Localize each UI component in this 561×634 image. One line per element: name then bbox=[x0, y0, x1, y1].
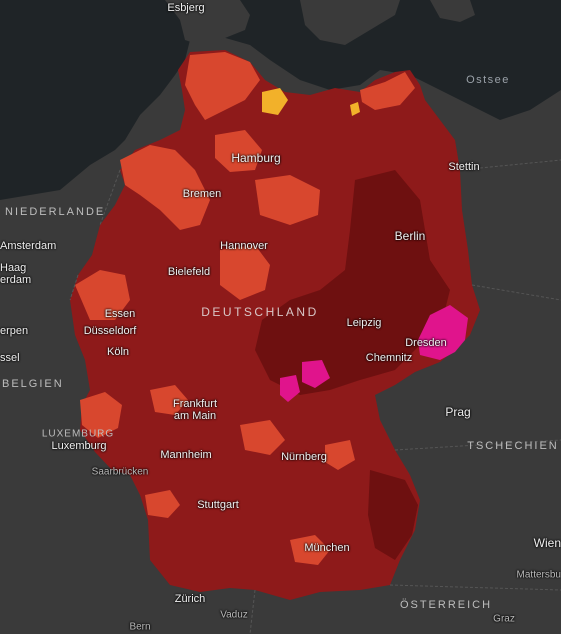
lowest-incidence-kiel bbox=[262, 88, 288, 115]
label-stettin: Stettin bbox=[448, 161, 480, 173]
country-borders bbox=[69, 159, 561, 634]
label-zuerich: Zürich bbox=[174, 593, 206, 605]
label-berlin: Berlin bbox=[394, 229, 426, 243]
lower-incidence-southwest bbox=[145, 490, 180, 518]
lower-incidence-south-1 bbox=[240, 420, 285, 455]
label-deutschland: DEUTSCHLAND bbox=[201, 305, 319, 319]
hotspot-thuringia-1 bbox=[302, 360, 330, 388]
label-prag: Prag bbox=[445, 405, 471, 419]
lower-incidence-hannover bbox=[220, 245, 270, 300]
lower-incidence-south-3 bbox=[325, 440, 355, 470]
hotspot-thuringia-2 bbox=[280, 375, 300, 402]
label-tschechien: TSCHECHIEN bbox=[467, 440, 559, 452]
label-bern: Bern bbox=[129, 621, 151, 633]
label-ostsee: Ostsee bbox=[466, 74, 510, 86]
label-koeln: Köln bbox=[106, 346, 130, 358]
label-chemnitz: Chemnitz bbox=[365, 352, 413, 364]
label-nuernberg: Nürnberg bbox=[281, 451, 327, 463]
label-haag: Haag bbox=[0, 262, 27, 274]
high-incidence-zone-south bbox=[368, 470, 418, 560]
lower-incidence-hamburg bbox=[215, 130, 262, 172]
lower-incidence-frankfurt bbox=[150, 385, 188, 415]
label-esbjerg: Esbjerg bbox=[167, 2, 205, 14]
label-bielefeld: Bielefeld bbox=[167, 266, 211, 278]
denmark-land bbox=[165, 0, 475, 45]
lower-incidence-lower-saxony bbox=[255, 175, 320, 225]
label-mannheim: Mannheim bbox=[160, 449, 212, 461]
label-rpen: erpen bbox=[0, 325, 29, 337]
lower-incidence-coast-east bbox=[360, 72, 415, 110]
label-luxemburg-country: LUXEMBURG bbox=[41, 428, 115, 440]
label-amsterdam: Amsterdam bbox=[0, 240, 57, 252]
high-incidence-zone bbox=[255, 170, 450, 395]
lower-incidence-south-2 bbox=[290, 535, 330, 565]
label-stuttgart: Stuttgart bbox=[197, 499, 239, 511]
label-bremen: Bremen bbox=[182, 188, 222, 200]
label-ssel: ssel bbox=[0, 352, 20, 364]
label-dresden: Dresden bbox=[405, 337, 447, 349]
lower-incidence-luxembourg-border bbox=[80, 392, 122, 438]
lowest-incidence-coast bbox=[350, 102, 360, 116]
lower-incidence-west bbox=[75, 270, 130, 320]
label-niederlande: NIEDERLANDE bbox=[5, 206, 106, 218]
label-belgien: BELGIEN bbox=[2, 378, 64, 390]
label-hannover: Hannover bbox=[220, 240, 268, 252]
label-frankfurt: Frankfurt am Main bbox=[172, 398, 218, 422]
lower-incidence-schleswig bbox=[185, 52, 260, 120]
label-leipzig: Leipzig bbox=[346, 317, 382, 329]
label-luxemburg-city: Luxemburg bbox=[51, 440, 107, 452]
label-wien: Wien bbox=[533, 536, 561, 550]
label-rdam: erdam bbox=[0, 274, 32, 286]
label-muenchen: München bbox=[304, 542, 350, 554]
hotspot-saxony bbox=[418, 305, 468, 360]
label-hamburg: Hamburg bbox=[231, 151, 281, 165]
label-duesseldorf: Düsseldorf bbox=[83, 325, 137, 337]
label-oesterreich: ÖSTERREICH bbox=[399, 599, 493, 611]
label-essen: Essen bbox=[104, 308, 136, 320]
label-vaduz: Vaduz bbox=[220, 609, 248, 621]
label-graz: Graz bbox=[493, 613, 515, 625]
lower-incidence-north bbox=[120, 145, 210, 230]
label-saarbruecken: Saarbrücken bbox=[91, 466, 149, 478]
label-mattersburg: Mattersbu bbox=[516, 569, 561, 581]
